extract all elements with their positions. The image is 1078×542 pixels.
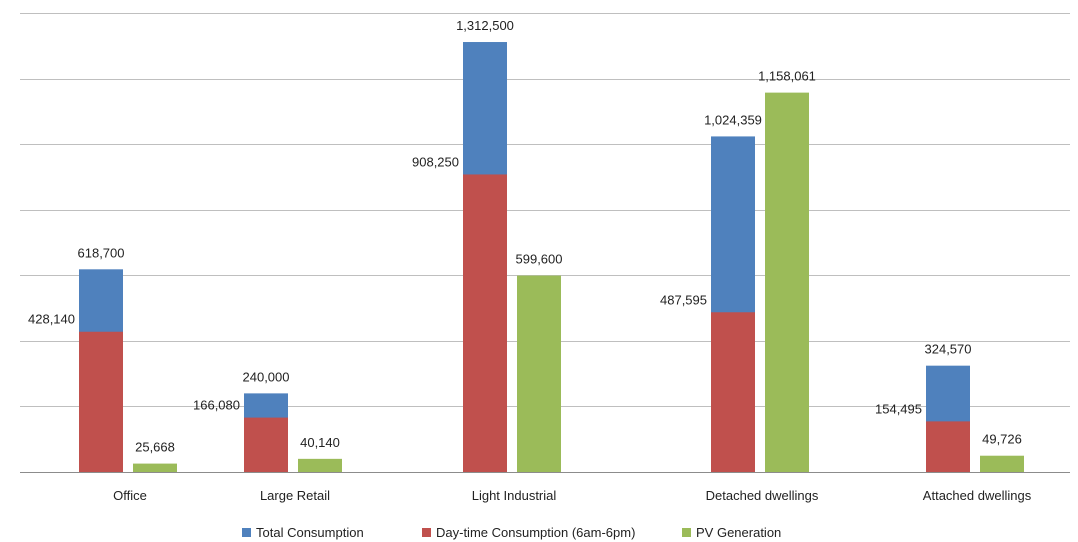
x-tick-label: Large Retail bbox=[260, 488, 330, 503]
bar-pv-generation bbox=[517, 275, 561, 472]
legend-label: Day-time Consumption (6am-6pm) bbox=[436, 525, 635, 540]
legend-item: PV Generation bbox=[682, 525, 781, 540]
bar-daytime-consumption bbox=[926, 421, 970, 472]
label-daytime-consumption: 487,595 bbox=[660, 292, 707, 307]
bars bbox=[79, 42, 1024, 473]
x-tick-label: Attached dwellings bbox=[923, 488, 1032, 503]
bar-pv-generation bbox=[765, 92, 809, 473]
label-pv-generation: 40,140 bbox=[300, 435, 340, 450]
label-daytime-consumption: 428,140 bbox=[28, 312, 75, 327]
legend-item: Day-time Consumption (6am-6pm) bbox=[422, 525, 635, 540]
legend-swatch bbox=[422, 528, 431, 537]
legend-label: Total Consumption bbox=[256, 525, 364, 540]
bar-daytime-consumption bbox=[463, 174, 507, 472]
label-daytime-consumption: 908,250 bbox=[412, 154, 459, 169]
x-tick-label: Detached dwellings bbox=[706, 488, 819, 503]
legend-swatch bbox=[242, 528, 251, 537]
label-pv-generation: 49,726 bbox=[982, 432, 1022, 447]
x-tick-label: Light Industrial bbox=[472, 488, 557, 503]
bar-pv-generation bbox=[980, 455, 1024, 472]
label-pv-generation: 599,600 bbox=[516, 252, 563, 267]
bar-pv-generation bbox=[133, 463, 177, 472]
label-total-consumption: 1,024,359 bbox=[704, 112, 762, 127]
label-total-consumption: 1,312,500 bbox=[456, 18, 514, 33]
gridlines bbox=[20, 13, 1070, 407]
bar-daytime-consumption bbox=[79, 331, 123, 472]
legend: Total Consumption Day-time Consumption (6… bbox=[242, 525, 781, 540]
bar-daytime-consumption bbox=[244, 417, 288, 472]
label-total-consumption: 324,570 bbox=[925, 342, 972, 357]
label-pv-generation: 1,158,061 bbox=[758, 69, 816, 84]
x-tick-label: Office bbox=[113, 488, 147, 503]
legend-item: Total Consumption bbox=[242, 525, 364, 540]
x-axis: Office Large Retail Light Industrial Detach… bbox=[20, 472, 1070, 503]
label-daytime-consumption: 154,495 bbox=[875, 401, 922, 416]
label-total-consumption: 618,700 bbox=[78, 245, 125, 260]
bar-pv-generation bbox=[298, 458, 342, 472]
bar-daytime-consumption bbox=[711, 312, 755, 472]
legend-swatch bbox=[682, 528, 691, 537]
legend-label: PV Generation bbox=[696, 525, 781, 540]
label-daytime-consumption: 166,080 bbox=[193, 398, 240, 413]
label-total-consumption: 240,000 bbox=[243, 369, 290, 384]
label-pv-generation: 25,668 bbox=[135, 440, 175, 455]
